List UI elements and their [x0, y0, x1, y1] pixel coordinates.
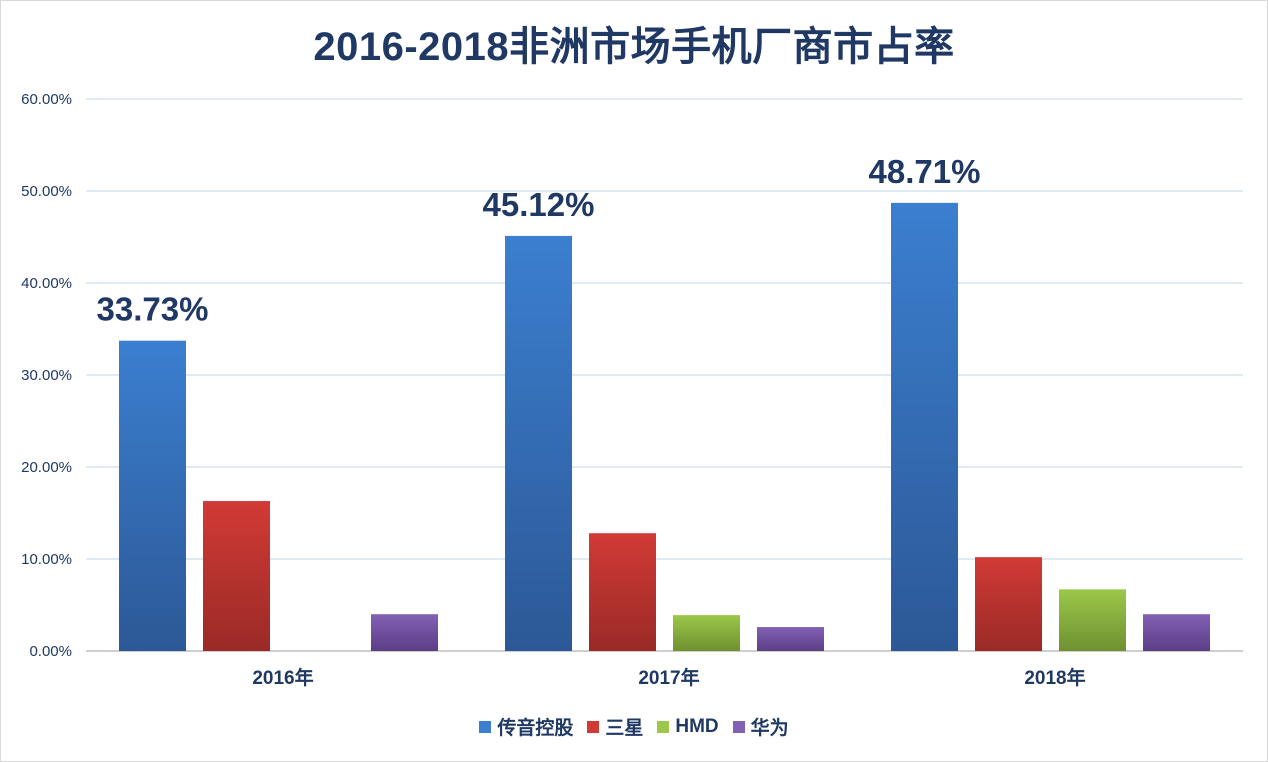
bar-华为-2017年 [757, 627, 824, 651]
data-label: 48.71% [869, 153, 981, 190]
legend-label: HMD [675, 715, 719, 737]
bar-三星-2016年 [203, 501, 270, 651]
bar-HMD-2018年 [1059, 589, 1126, 651]
legend-label: 三星 [605, 718, 644, 739]
y-tick-label: 20.00% [21, 459, 72, 476]
bar-华为-2016年 [371, 614, 438, 651]
legend-item: 传音控股 [479, 713, 573, 740]
chart-legend: 传音控股 三星 HMD 华为 [0, 713, 1268, 740]
bar-传音控股-2018年 [891, 202, 958, 652]
legend-swatch [657, 720, 670, 733]
x-category-label: 2016年 [252, 666, 313, 689]
legend-swatch [732, 720, 745, 733]
legend-label: 华为 [750, 718, 789, 739]
bar-HMD-2017年 [673, 615, 740, 651]
x-category-label: 2017年 [638, 666, 699, 689]
legend-swatch [587, 720, 600, 733]
y-tick-label: 0.00% [29, 643, 72, 660]
bar-传音控股-2017年 [505, 235, 572, 651]
legend-item: 三星 [587, 713, 643, 740]
bar-传音控股-2016年 [119, 340, 186, 651]
legend-swatch [479, 720, 492, 733]
y-tick-label: 60.00% [21, 91, 72, 108]
legend-label: 传音控股 [497, 718, 574, 739]
bar-华为-2018年 [1143, 614, 1210, 651]
bar-三星-2017年 [589, 533, 656, 651]
x-category-label: 2018年 [1024, 666, 1085, 689]
y-tick-label: 10.00% [21, 551, 72, 568]
y-tick-label: 50.00% [21, 183, 72, 200]
legend-item: 华为 [732, 713, 789, 740]
y-tick-label: 30.00% [21, 367, 72, 384]
legend-item: HMD [657, 715, 719, 738]
chart-plot-area: 0.00% 10.00% 20.00% 30.00% 40.00% 50.00% 60.00… [21, 91, 1243, 689]
data-label: 33.73% [97, 291, 209, 328]
data-label: 45.12% [483, 186, 595, 223]
y-tick-label: 40.00% [21, 275, 72, 292]
chart-title: 2016-2018非洲市场手机厂商市占率 [313, 25, 955, 69]
bar-三星-2018年 [975, 557, 1042, 651]
